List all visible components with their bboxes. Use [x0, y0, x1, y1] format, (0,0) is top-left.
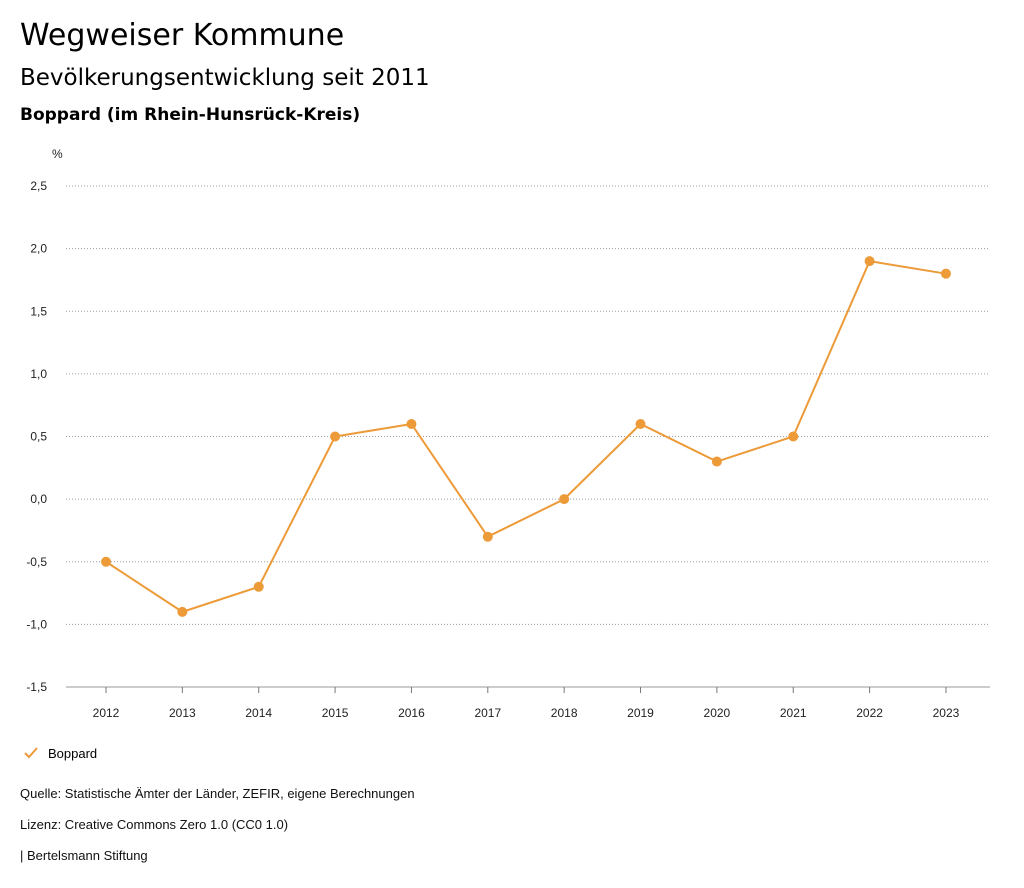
line-chart: % 2,52,01,51,00,50,0-0,5-1,0-1,5 2012 201…	[26, 147, 990, 720]
x-tick-label: 2018	[551, 706, 578, 720]
data-point[interactable]	[559, 494, 570, 505]
x-tick-label: 2022	[856, 706, 883, 720]
y-tick-label: 1,5	[30, 304, 47, 318]
x-tick-label: 2017	[474, 706, 501, 720]
data-point[interactable]	[101, 556, 111, 567]
y-tick-label: 2,0	[30, 242, 47, 256]
y-tick-label: -1,5	[26, 680, 47, 694]
x-tick-label: 2015	[322, 706, 349, 720]
data-point[interactable]	[482, 531, 493, 542]
x-tick-label: 2023	[933, 706, 960, 720]
data-point[interactable]	[635, 418, 646, 429]
chart-subtitle: Bevölkerungsentwicklung seit 2011	[20, 65, 430, 91]
y-tick-label: 0,5	[30, 430, 47, 444]
data-point[interactable]	[940, 268, 951, 279]
y-tick-label: 0,0	[30, 492, 47, 506]
license-note: Lizenz: Creative Commons Zero 1.0 (CC0 1…	[20, 817, 289, 832]
series-boppard	[101, 256, 951, 617]
x-tick-label: 2013	[169, 706, 196, 720]
y-axis-ticks: 2,5 2,0 1,5 1,0 0,5 0,0 -0,5 -1,0 -1,5	[26, 179, 47, 694]
page-title: Wegweiser Kommune	[20, 18, 345, 53]
y-tick-label: -1,0	[26, 617, 47, 631]
series-line	[105, 260, 947, 613]
check-icon	[24, 747, 38, 759]
y-tick-label: 2,5	[30, 179, 47, 193]
region-label: Boppard (im Rhein-Hunsrück-Kreis)	[20, 105, 361, 125]
gridlines	[66, 185, 990, 688]
legend[interactable]: Boppard	[22, 745, 97, 761]
source-note: Quelle: Statistische Ämter der Länder, Z…	[20, 786, 415, 801]
data-point[interactable]	[711, 456, 722, 467]
x-tick-label: 2016	[398, 706, 425, 720]
legend-label: Boppard	[48, 745, 98, 761]
data-point[interactable]	[864, 256, 875, 267]
x-tick-label: 2019	[627, 706, 654, 720]
x-tick-label: 2020	[704, 706, 731, 720]
data-point[interactable]	[330, 431, 341, 442]
y-tick-label: 1,0	[30, 367, 47, 381]
y-axis-unit: %	[52, 147, 63, 161]
x-tick-label: 2014	[245, 706, 272, 720]
data-point[interactable]	[253, 581, 264, 592]
y-tick-label: -0,5	[26, 555, 47, 569]
x-tick-label: 2021	[780, 706, 807, 720]
data-point[interactable]	[788, 431, 799, 442]
publisher-note: | Bertelsmann Stiftung	[20, 848, 148, 863]
data-point[interactable]	[177, 606, 188, 617]
x-tick-label: 2012	[93, 706, 120, 720]
data-point[interactable]	[406, 418, 417, 429]
x-axis-ticks: 2012 2013 2014 2015 2016 2017 2018 2019 2020 2021…	[93, 687, 960, 720]
